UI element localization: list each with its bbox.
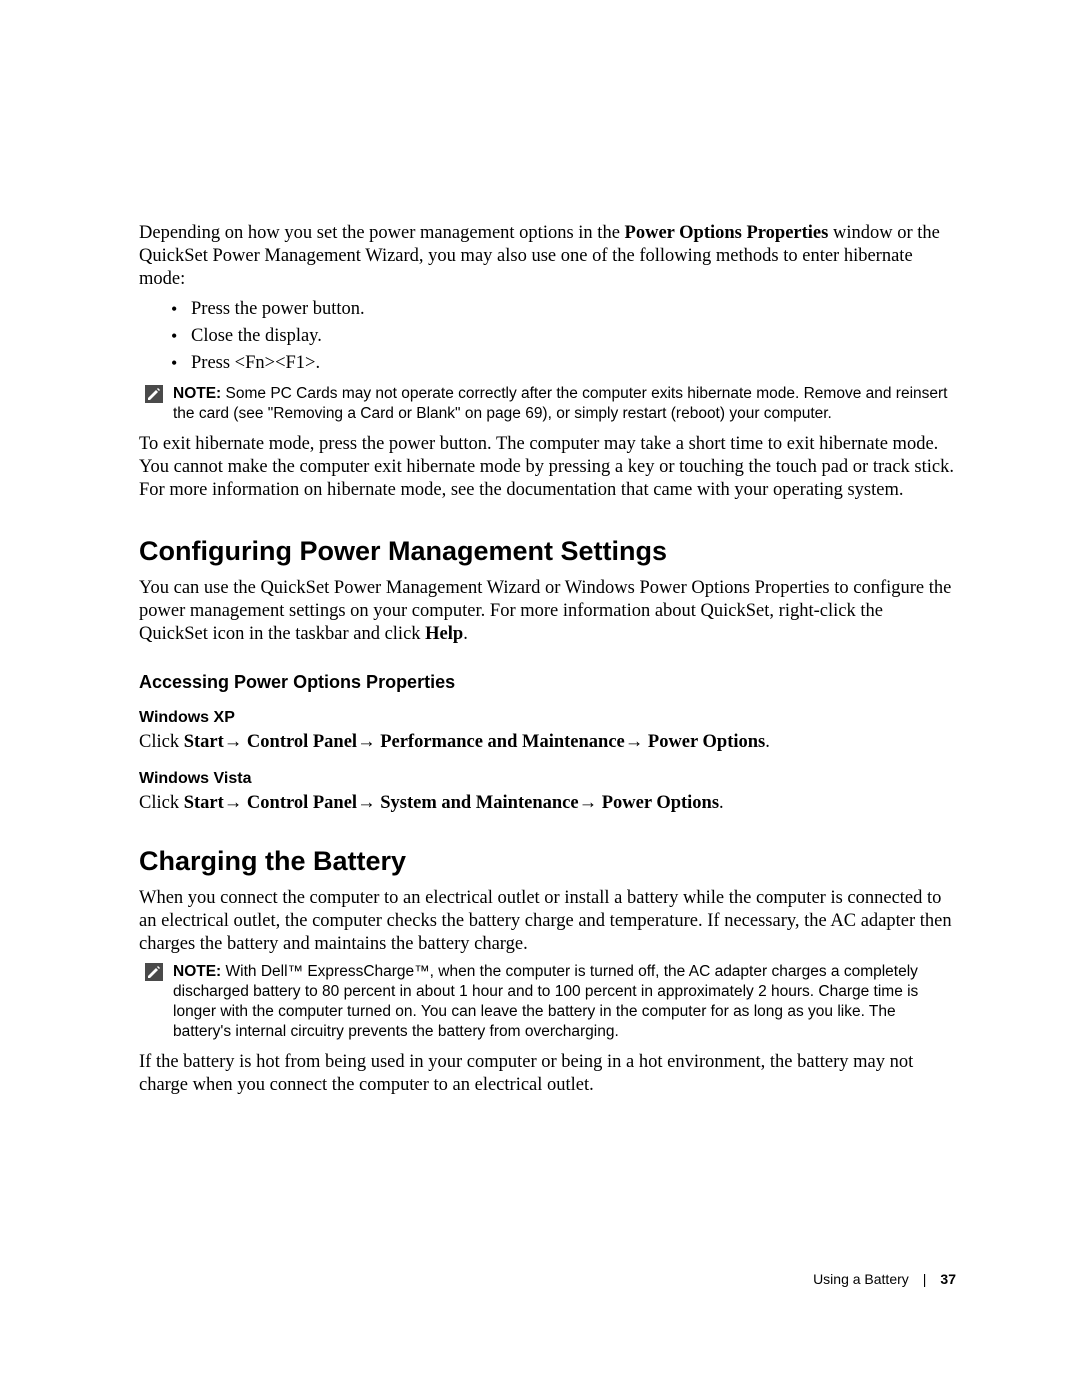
windows-xp-path: Click Start→ Control Panel→ Performance …	[139, 731, 956, 754]
config-p-pre: You can use the QuickSet Power Managemen…	[139, 578, 951, 644]
xp-a2: →	[357, 732, 380, 752]
intro-paragraph-1: Depending on how you set the power manag…	[139, 222, 956, 291]
vista-a1: →	[224, 793, 247, 813]
xp-a3: →	[625, 732, 648, 752]
config-p-bold: Help	[425, 624, 463, 644]
xp-start: Start	[184, 732, 224, 752]
vista-a3: →	[579, 793, 602, 813]
charging-heading: Charging the Battery	[139, 846, 956, 877]
xp-a1: →	[224, 732, 247, 752]
windows-vista-heading: Windows Vista	[139, 770, 956, 788]
page: Depending on how you set the power manag…	[0, 0, 1080, 1397]
xp-click: Click	[139, 732, 184, 752]
xp-pm: Performance and Maintenance	[380, 732, 625, 752]
xp-end: .	[765, 732, 770, 752]
footer-section: Using a Battery	[813, 1271, 909, 1287]
intro-bullet-3: Press <Fn><F1>.	[191, 351, 956, 376]
pencil-note-icon	[145, 385, 163, 403]
vista-a2: →	[357, 793, 380, 813]
charging-note: NOTE: With Dell™ ExpressCharge™, when th…	[139, 962, 956, 1043]
footer-page-number: 37	[940, 1271, 956, 1287]
footer-separator: |	[923, 1271, 927, 1287]
intro-p1-bold: Power Options Properties	[625, 223, 829, 243]
charging-paragraph-2: If the battery is hot from being used in…	[139, 1051, 956, 1097]
vista-end: .	[719, 793, 724, 813]
vista-po: Power Options	[602, 793, 719, 813]
vista-start: Start	[184, 793, 224, 813]
config-heading: Configuring Power Management Settings	[139, 536, 956, 567]
charging-note-body: With Dell™ ExpressCharge™, when the comp…	[173, 963, 918, 1040]
pencil-note-icon	[145, 963, 163, 981]
charging-note-text: NOTE: With Dell™ ExpressCharge™, when th…	[173, 962, 956, 1043]
intro-note-body: Some PC Cards may not operate correctly …	[173, 385, 947, 422]
windows-vista-path: Click Start→ Control Panel→ System and M…	[139, 792, 956, 815]
page-footer: Using a Battery | 37	[813, 1271, 956, 1287]
intro-note-text: NOTE: Some PC Cards may not operate corr…	[173, 384, 956, 424]
charging-paragraph-1: When you connect the computer to an elec…	[139, 887, 956, 956]
intro-p1-pre: Depending on how you set the power manag…	[139, 223, 625, 243]
windows-xp-heading: Windows XP	[139, 709, 956, 727]
access-subheading: Accessing Power Options Properties	[139, 672, 956, 693]
vista-cp: Control Panel	[247, 793, 357, 813]
vista-sm: System and Maintenance	[380, 793, 578, 813]
intro-paragraph-2: To exit hibernate mode, press the power …	[139, 433, 956, 502]
config-paragraph: You can use the QuickSet Power Managemen…	[139, 577, 956, 646]
vista-click: Click	[139, 793, 184, 813]
intro-note-label: NOTE:	[173, 385, 221, 402]
charging-note-label: NOTE:	[173, 963, 221, 980]
xp-cp: Control Panel	[247, 732, 357, 752]
intro-bullet-2: Close the display.	[191, 324, 956, 349]
xp-po: Power Options	[648, 732, 765, 752]
intro-bullet-1: Press the power button.	[191, 297, 956, 322]
intro-note: NOTE: Some PC Cards may not operate corr…	[139, 384, 956, 424]
config-p-post: .	[463, 624, 468, 644]
intro-bullet-list: Press the power button. Close the displa…	[139, 297, 956, 376]
